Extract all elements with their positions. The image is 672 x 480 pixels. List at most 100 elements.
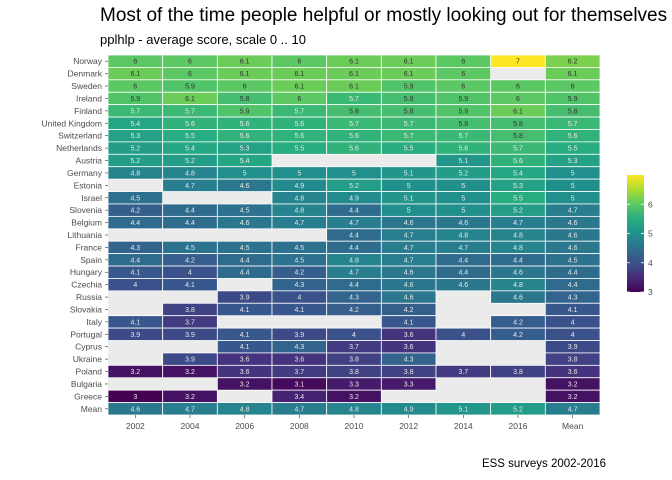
cell-value-label: 4.5 bbox=[294, 257, 304, 264]
cell-value-label: 3.8 bbox=[349, 369, 359, 376]
cell-value-label: 4.4 bbox=[513, 257, 523, 264]
y-tick-label: Slovakia bbox=[70, 304, 102, 314]
cell-value-label: 5.9 bbox=[404, 84, 414, 91]
cell-value-label: 4.7 bbox=[568, 208, 578, 215]
cell-value-label: 3.2 bbox=[568, 394, 578, 401]
cell-value-label: 5.6 bbox=[568, 133, 578, 140]
cell-value-label: 6.2 bbox=[568, 59, 578, 66]
cell-value-label: 4.3 bbox=[130, 245, 140, 252]
chart-subtitle: pplhlp - average score, scale 0 .. 10 bbox=[100, 32, 306, 47]
cell-value-label: 4.6 bbox=[458, 282, 468, 289]
cell-value-label: 5.5 bbox=[185, 133, 195, 140]
legend-tick-label: 3 bbox=[648, 287, 653, 297]
cell-value-label: 6.1 bbox=[185, 96, 195, 103]
cell-value-label: 7 bbox=[516, 59, 520, 66]
cell-value-label: 5.6 bbox=[349, 146, 359, 153]
legend-tick-label: 4 bbox=[648, 258, 653, 268]
cell-value-label: 3.6 bbox=[240, 369, 250, 376]
x-tick-label: 2014 bbox=[454, 421, 473, 431]
cell-value-label: 3.9 bbox=[185, 332, 195, 339]
cell-value-label: 4.2 bbox=[513, 332, 523, 339]
cell-value-label: 6 bbox=[571, 84, 575, 91]
cell-value-label: 5.8 bbox=[349, 108, 359, 115]
cell-value-label: 5.8 bbox=[513, 121, 523, 128]
y-tick-label: Austria bbox=[76, 156, 103, 166]
cell-value-label: 6 bbox=[461, 84, 465, 91]
cell-value-label: 5.6 bbox=[240, 121, 250, 128]
y-tick-label: Greece bbox=[74, 391, 102, 401]
heatmap-cells bbox=[107, 54, 601, 416]
cell-value-label: 4.6 bbox=[513, 270, 523, 277]
cell-value-label: 4.8 bbox=[349, 257, 359, 264]
cell-value-label: 4.1 bbox=[130, 270, 140, 277]
cell-value-label: 5.7 bbox=[294, 108, 304, 115]
cell-value-label: 5.5 bbox=[404, 146, 414, 153]
cell-value-label: 3.2 bbox=[130, 369, 140, 376]
y-tick-label: United Kingdom bbox=[42, 118, 102, 128]
cell-value-label: 5.5 bbox=[513, 195, 523, 202]
chart-title: Most of the time people helpful or mostl… bbox=[100, 5, 668, 26]
cell-value-label: 4.6 bbox=[458, 220, 468, 227]
x-tick-label: 2002 bbox=[126, 421, 145, 431]
cell-value-label: 4.8 bbox=[349, 406, 359, 413]
cell-value-label: 4.3 bbox=[404, 357, 414, 364]
heatmap-cell bbox=[380, 377, 437, 391]
cell-value-label: 5.8 bbox=[240, 96, 250, 103]
y-tick-label: Slovenia bbox=[69, 205, 102, 215]
cell-value-label: 4.2 bbox=[130, 208, 140, 215]
cell-value-label: 3.2 bbox=[185, 369, 195, 376]
cell-value-label: 4.3 bbox=[294, 282, 304, 289]
cell-value-label: 4.4 bbox=[240, 257, 250, 264]
cell-value-label: 5.2 bbox=[513, 406, 523, 413]
cell-value-label: 5.2 bbox=[513, 208, 523, 215]
y-tick-label: Portugal bbox=[70, 329, 102, 339]
cell-value-label: 5 bbox=[571, 170, 575, 177]
cell-value-label: 4 bbox=[297, 295, 301, 302]
cell-value-label: 3.2 bbox=[240, 381, 250, 388]
cell-value-label: 5.6 bbox=[240, 133, 250, 140]
cell-value-label: 4.6 bbox=[404, 270, 414, 277]
y-tick-label: Finland bbox=[74, 106, 102, 116]
cell-value-label: 4.4 bbox=[568, 282, 578, 289]
cell-value-label: 3.6 bbox=[568, 369, 578, 376]
cell-value-label: 5.7 bbox=[130, 108, 140, 115]
chart-caption: ESS surveys 2002-2016 bbox=[481, 458, 606, 470]
y-tick-label: France bbox=[76, 242, 103, 252]
cell-value-label: 3.9 bbox=[240, 295, 250, 302]
cell-value-label: 3.8 bbox=[568, 357, 578, 364]
cell-value-label: 3.2 bbox=[568, 381, 578, 388]
cell-value-label: 5.3 bbox=[568, 158, 578, 165]
cell-value-label: 5.2 bbox=[185, 158, 195, 165]
cell-value-label: 6.1 bbox=[349, 84, 359, 91]
cell-value-label: 4.4 bbox=[130, 257, 140, 264]
cell-value-label: 4.4 bbox=[185, 220, 195, 227]
cell-value-label: 3 bbox=[133, 394, 137, 401]
y-tick-label: Cyprus bbox=[75, 342, 102, 352]
cell-value-label: 6 bbox=[133, 59, 137, 66]
cell-value-label: 6.1 bbox=[568, 71, 578, 78]
y-tick-label: Mean bbox=[81, 404, 103, 414]
y-tick-label: Israel bbox=[81, 193, 102, 203]
y-tick-label: Denmark bbox=[68, 69, 103, 79]
legend-tick-label: 6 bbox=[648, 199, 653, 209]
cell-value-label: 3.6 bbox=[294, 357, 304, 364]
cell-value-label: 4.3 bbox=[349, 295, 359, 302]
cell-value-label: 4.5 bbox=[185, 245, 195, 252]
cell-value-label: 4.8 bbox=[185, 170, 195, 177]
cell-value-label: 4 bbox=[352, 332, 356, 339]
cell-value-label: 5.4 bbox=[513, 170, 523, 177]
cell-value-label: 4 bbox=[571, 332, 575, 339]
x-tick-label: 2004 bbox=[181, 421, 200, 431]
cell-value-label: 5.7 bbox=[185, 108, 195, 115]
legend-colorbar bbox=[627, 175, 644, 292]
cell-value-label: 4.3 bbox=[568, 295, 578, 302]
cell-value-label: 4.4 bbox=[349, 233, 359, 240]
cell-value-label: 5.5 bbox=[294, 146, 304, 153]
cell-value-label: 5.6 bbox=[349, 133, 359, 140]
cell-value-label: 6.1 bbox=[349, 59, 359, 66]
y-tick-label: Sweden bbox=[71, 81, 102, 91]
cell-value-label: 5.2 bbox=[349, 183, 359, 190]
cell-value-label: 3.1 bbox=[294, 381, 304, 388]
cell-value-label: 4.7 bbox=[185, 406, 195, 413]
legend-tick-label: 5 bbox=[648, 229, 653, 239]
